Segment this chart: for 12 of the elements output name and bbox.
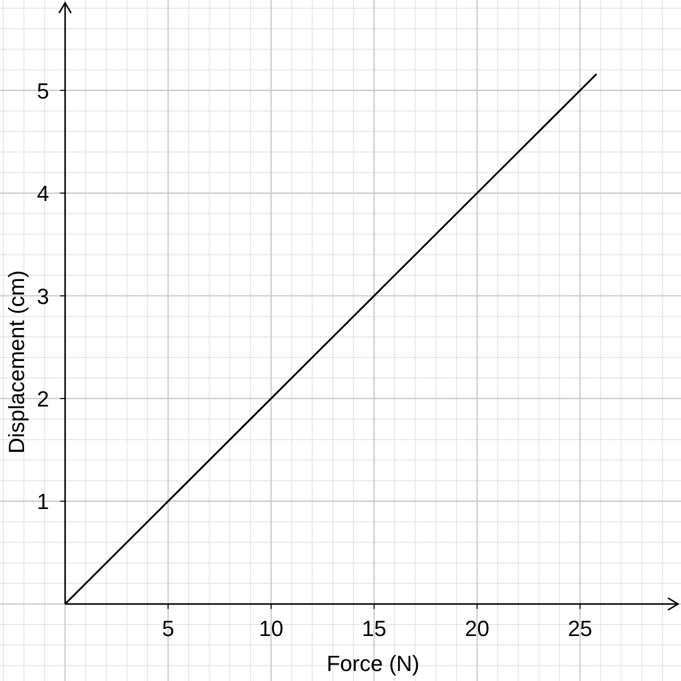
x-tick-label: 10 [258, 616, 284, 641]
x-tick-label: 25 [568, 616, 592, 641]
y-tick-label: 1 [36, 489, 50, 514]
x-axis-title: Force (N) [326, 651, 420, 676]
y-tick-label: 5 [36, 78, 50, 104]
y-tick-label: 2 [36, 386, 50, 412]
x-tick-label: 15 [362, 616, 386, 641]
y-tick-label: 4 [36, 181, 50, 206]
y-tick-label: 3 [36, 284, 50, 309]
y-axis-title: Displacement (cm) [4, 270, 29, 454]
x-tick-label: 20 [464, 616, 490, 641]
x-tick-label: 5 [162, 616, 174, 641]
